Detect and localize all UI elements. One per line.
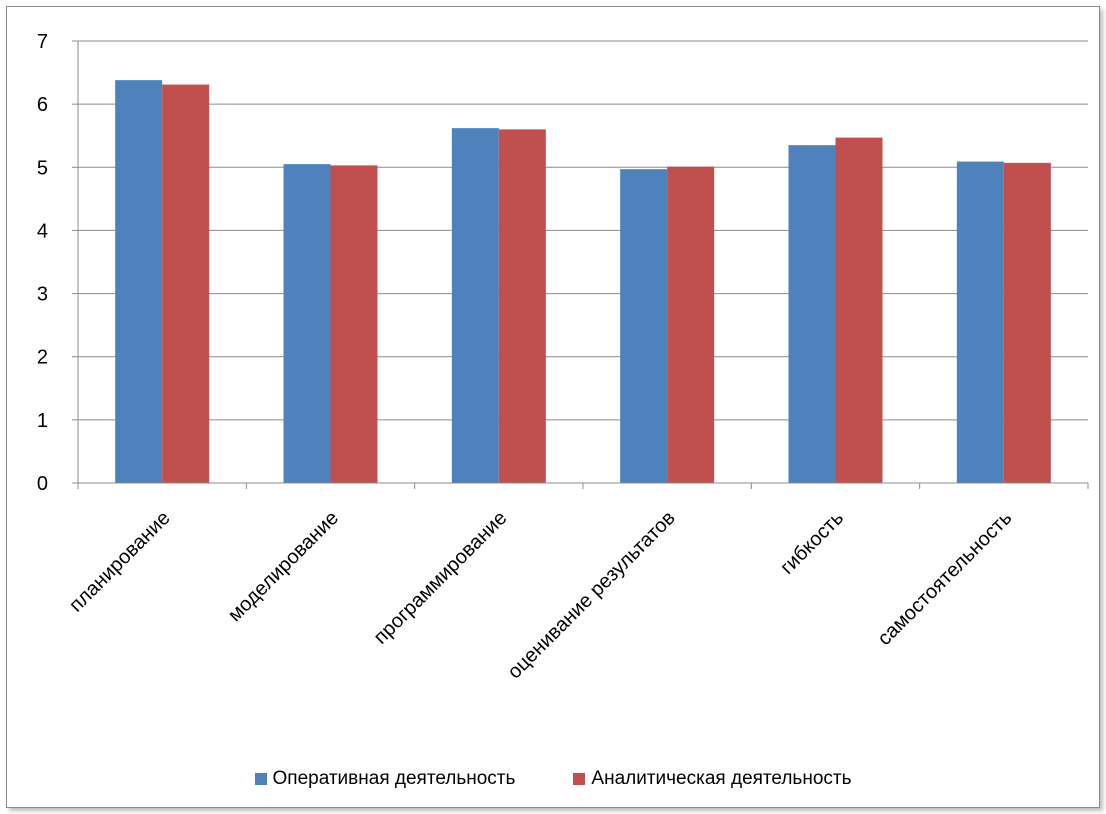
- y-tick-label: 6: [37, 94, 48, 116]
- bar-operative: [283, 164, 331, 483]
- y-tick-label: 0: [37, 473, 48, 495]
- y-tick-label: 1: [37, 410, 48, 432]
- bar-operative: [620, 169, 668, 483]
- bar-analytic: [835, 137, 883, 483]
- legend-swatch-operative: [254, 773, 267, 785]
- legend-label-operative: Оперативная деятельность: [272, 768, 516, 789]
- bar-operative: [788, 145, 836, 483]
- y-tick-label: 7: [37, 31, 48, 53]
- x-tick-label: планирование: [65, 507, 175, 617]
- bar-analytic: [498, 129, 546, 483]
- bar-analytic: [330, 165, 378, 484]
- x-tick-label: оценивание результатов: [503, 507, 679, 683]
- bar-analytic: [162, 84, 210, 483]
- y-tick-label: 4: [37, 220, 48, 242]
- x-tick-label: программирование: [370, 507, 512, 649]
- legend-item-operative: Оперативная деятельность: [254, 768, 516, 790]
- bar-analytic: [1003, 162, 1051, 483]
- y-tick-label: 2: [37, 347, 48, 369]
- legend-swatch-analytic: [573, 773, 586, 785]
- legend-label-analytic: Аналитическая деятельность: [591, 768, 852, 789]
- legend: Оперативная деятельность Аналитическая д…: [0, 768, 1106, 790]
- bar-operative: [115, 80, 163, 484]
- bar-operative: [956, 161, 1004, 484]
- x-tick-label: моделирование: [224, 507, 343, 626]
- bar-operative: [451, 128, 499, 483]
- gridlines: [72, 40, 1088, 484]
- x-tick-label: самостоятельность: [873, 507, 1016, 650]
- y-tick-label: 5: [37, 157, 48, 179]
- y-tick-label: 3: [37, 284, 48, 306]
- bar-analytic: [667, 166, 715, 483]
- bars: [115, 80, 1051, 484]
- legend-item-analytic: Аналитическая деятельность: [573, 768, 852, 790]
- x-tick-label: гибкость: [776, 507, 848, 579]
- axes: [77, 41, 1089, 489]
